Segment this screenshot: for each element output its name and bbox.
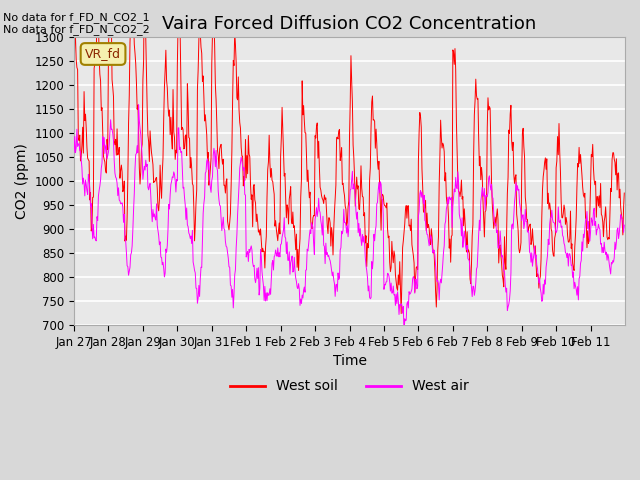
West air: [285, 257, 292, 263]
West air: [237, 160, 244, 166]
Line: West soil: West soil: [74, 0, 624, 313]
West soil: [135, 127, 143, 133]
West soil: [397, 311, 405, 316]
West air: [136, 118, 143, 123]
West air: [70, 149, 78, 155]
West air: [408, 288, 415, 294]
Line: West air: West air: [74, 105, 624, 334]
West soil: [285, 221, 292, 227]
Title: Vaira Forced Diffusion CO2 Concentration: Vaira Forced Diffusion CO2 Concentration: [163, 15, 536, 33]
West soil: [237, 125, 244, 131]
West soil: [264, 167, 271, 172]
West air: [438, 271, 446, 276]
West soil: [438, 145, 446, 151]
West soil: [620, 190, 628, 196]
West air: [264, 290, 271, 296]
West air: [400, 331, 408, 336]
X-axis label: Time: Time: [333, 354, 367, 368]
West air: [620, 222, 628, 228]
Text: VR_fd: VR_fd: [85, 48, 121, 60]
Text: No data for f_FD_N_CO2_1
No data for f_FD_N_CO2_2: No data for f_FD_N_CO2_1 No data for f_F…: [3, 12, 150, 36]
West air: [135, 102, 143, 108]
West soil: [408, 216, 415, 222]
Legend: West soil, West air: West soil, West air: [225, 374, 474, 399]
West soil: [70, 81, 78, 86]
Y-axis label: CO2 (ppm): CO2 (ppm): [15, 144, 29, 219]
